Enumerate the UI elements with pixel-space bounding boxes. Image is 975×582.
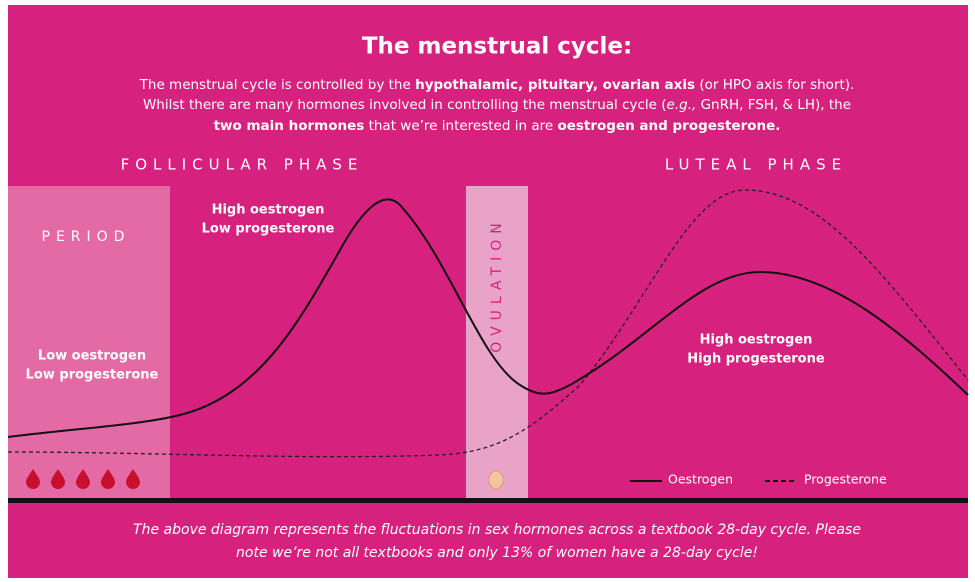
label: Low progesterone [202,222,335,237]
footer: The above diagram represents the fluctua… [133,522,861,538]
intro-segment: (or HPO axis for short). [695,77,854,93]
label: Low oestrogen [38,349,146,364]
blood-drops [26,469,140,489]
oestrogen-curve [7,198,969,438]
label: Low progesterone [26,368,159,383]
period-label: PERIOD [42,229,131,245]
legend-oestrogen: Oestrogen [668,472,733,487]
label: High progesterone [687,352,825,367]
title: The menstrual cycle: [362,34,632,60]
intro-segment: The menstrual cycle is controlled by the [139,77,415,93]
intro-segment: two main hormones [214,118,365,134]
intro-segment: e.g., [667,97,697,113]
baseline [8,498,968,503]
intro-line: Whilst there are many hormones involved … [143,97,851,113]
luteal-phase: LUTEAL PHASE [665,156,847,174]
intro-line: two main hormones that we’re interested … [214,118,781,134]
period-band [8,186,170,500]
legend-progesterone: Progesterone [804,472,887,487]
follicular-phase: FOLLICULAR PHASE [121,156,364,174]
intro: The menstrual cycle is controlled by the… [139,77,855,134]
progesterone-curve [7,189,969,458]
intro-segment: hypothalamic, pituitary, ovarian axis [415,77,695,93]
label: High oestrogen [212,203,325,218]
intro-segment: that we’re interested in are [364,118,557,134]
intro-segment: oestrogen and progesterone. [557,118,780,134]
footer: note we’re not all textbooks and only 13… [236,545,758,561]
intro-segment: Whilst there are many hormones involved … [143,97,667,113]
ovulation-label: OVULATION [489,217,505,352]
intro-line: The menstrual cycle is controlled by the… [139,77,855,93]
ovulation-band [466,186,528,500]
label: High oestrogen [700,333,813,348]
egg-icon [488,470,504,490]
intro-segment: GnRH, FSH, & LH), the [696,97,851,113]
